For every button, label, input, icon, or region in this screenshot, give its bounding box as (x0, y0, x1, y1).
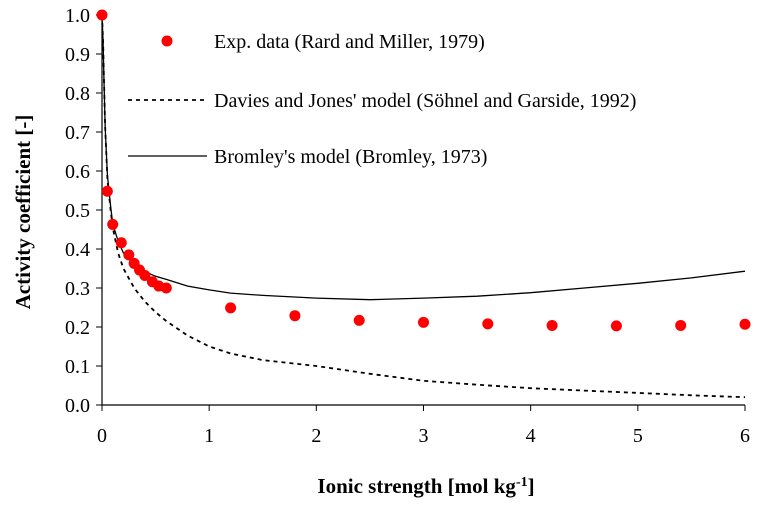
y-tick-label: 0.6 (65, 161, 90, 183)
exp-data-point (610, 320, 622, 332)
y-axis-title: Activity coefficient [-] (11, 115, 35, 310)
y-tick-label: 0.8 (65, 83, 90, 105)
exp-data-point (160, 282, 172, 294)
y-tick-label: 0.4 (65, 239, 90, 261)
x-axis-title-main: Ionic strength [mol kg (317, 474, 516, 498)
x-tick-label: 0 (97, 425, 107, 447)
x-tick-label: 4 (526, 425, 536, 447)
y-tick-label: 0.9 (65, 44, 90, 66)
legend-label: Bromley's model (Bromley, 1973) (214, 146, 487, 168)
legend-label: Davies and Jones' model (Söhnel and Gars… (214, 90, 636, 112)
exp-data-point (225, 302, 237, 314)
x-axis-title-sup: -1 (516, 475, 528, 490)
y-tick-label: 0.7 (65, 122, 90, 144)
y-tick-label: 0.2 (65, 317, 90, 339)
exp-data-point (482, 318, 494, 330)
x-tick-label: 6 (740, 425, 750, 447)
exp-data-point (123, 249, 135, 261)
y-tick-label: 0.1 (65, 356, 90, 378)
exp-data-point (289, 310, 301, 322)
legend-label: Exp. data (Rard and Miller, 1979) (214, 31, 485, 53)
y-tick-label: 0.5 (65, 200, 90, 222)
x-axis-title-end: ] (528, 474, 535, 498)
series-points (96, 9, 751, 332)
bromley-line (101, 14, 746, 301)
y-tick-label: 0.0 (65, 395, 90, 417)
x-tick-label: 2 (311, 425, 321, 447)
exp-data-point (115, 237, 127, 249)
x-tick-label: 5 (633, 425, 643, 447)
legend: Exp. data (Rard and Miller, 1979) Davies … (128, 31, 636, 168)
exp-data-point (546, 319, 558, 331)
davies-jones-line (101, 14, 746, 399)
x-tick-label: 3 (419, 425, 429, 447)
exp-data-point (96, 9, 108, 21)
y-tick-label: 1.0 (65, 5, 90, 27)
x-tick-label: 1 (204, 425, 214, 447)
y-tick-label: 0.3 (65, 278, 90, 300)
exp-data-point (739, 318, 751, 330)
x-axis-title: Ionic strength [mol kg-1] (317, 474, 534, 498)
exp-data-point (353, 314, 365, 326)
exp-data-point (101, 185, 113, 197)
exp-data-point (139, 270, 151, 282)
series-lines (101, 14, 746, 399)
exp-data-point (675, 319, 687, 331)
legend-marker-exp (161, 35, 173, 47)
exp-data-point (418, 316, 429, 328)
axes: 0.0 0.1 0.2 0.3 0.4 0.5 0.6 0.7 0.8 0.9 1.0 0 1 2 3 4 5 6 (65, 5, 750, 447)
exp-data-point (107, 218, 119, 230)
